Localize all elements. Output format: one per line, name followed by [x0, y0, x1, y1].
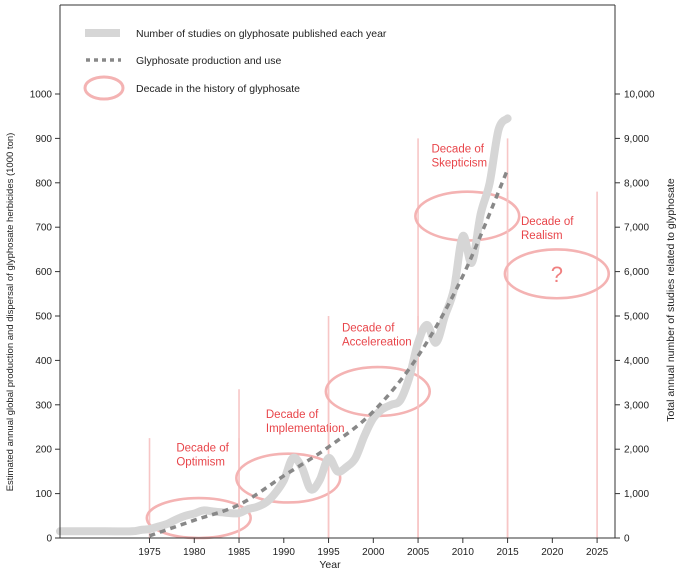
- x-tick-label: 1990: [273, 547, 296, 558]
- y-left-tick-label: 700: [35, 223, 52, 234]
- y-left-tick-label: 0: [46, 534, 52, 545]
- y-left-tick-label: 500: [35, 312, 52, 323]
- x-tick-label: 1985: [228, 547, 251, 558]
- studies-series-line: [56, 114, 512, 536]
- x-tick-label: 1980: [183, 547, 206, 558]
- y-right-tick-label: 9,000: [624, 134, 649, 145]
- y-right-tick-label: 2,000: [624, 445, 649, 456]
- decade-ellipse: [235, 452, 342, 504]
- y-right-tick-label: 5,000: [624, 312, 649, 323]
- x-tick-label: 2000: [362, 547, 385, 558]
- decade-label-line: Skepticism: [431, 158, 487, 170]
- decade-label: Decade of Optimism: [176, 442, 229, 468]
- decade-question-mark: ?: [551, 262, 563, 287]
- decade-label-line: Decade of: [266, 409, 319, 421]
- decade-label-line: Realism: [521, 230, 563, 242]
- legend: Number of studies on glyphosate publishe…: [83, 28, 387, 101]
- decade-label-line: Decade of: [431, 144, 484, 156]
- decade-label: Decade of Realism: [521, 216, 574, 242]
- x-tick-label: 2020: [541, 547, 564, 558]
- y-right-tick-label: 1,000: [624, 489, 649, 500]
- legend-label-decade: Decade in the history of glyphosate: [136, 83, 300, 95]
- y-left-tick-label: 600: [35, 267, 52, 278]
- decade-label: Decade of Implementation: [266, 409, 345, 435]
- y-right-tick-label: 6,000: [624, 267, 649, 278]
- y-left-tick-label: 100: [35, 489, 52, 500]
- y-right-tick-label: 10,000: [624, 90, 655, 101]
- y-left-tick-label: 400: [35, 356, 52, 367]
- y-left-axis-title: Estimated annual global production and d…: [5, 133, 16, 492]
- y-right-tick-label: 0: [624, 534, 630, 545]
- decade-ellipse: [503, 248, 611, 300]
- production-series-line: [148, 168, 510, 538]
- axes-layer: 1975 1980 1985 1990 1995 2000 2005 2010 2015 2020…: [5, 4, 677, 571]
- series-layer: [56, 114, 512, 538]
- x-tick-label: 2010: [452, 547, 475, 558]
- legend-swatch-decade: [83, 75, 125, 101]
- y-right-axis-title: Total annual number of studies related t…: [665, 178, 677, 422]
- y-left-tick-label: 900: [35, 134, 52, 145]
- legend-label-studies: Number of studies on glyphosate publishe…: [136, 28, 387, 40]
- decade-label-line: Accelereation: [342, 337, 412, 349]
- decade-ellipse: [414, 190, 521, 242]
- y-left-tick-label: 1000: [30, 90, 53, 101]
- y-left-tick-label: 800: [35, 178, 52, 189]
- decade-label-line: Optimism: [176, 456, 225, 468]
- x-tick-label: 2015: [496, 547, 519, 558]
- x-axis-ticks: 1975 1980 1985 1990 1995 2000 2005 2010 2015 2020…: [138, 538, 609, 558]
- y-right-tick-label: 4,000: [624, 356, 649, 367]
- x-tick-label: 2025: [586, 547, 609, 558]
- y-left-tick-label: 300: [35, 400, 52, 411]
- x-tick-label: 1975: [138, 547, 161, 558]
- x-tick-label: 2005: [407, 547, 430, 558]
- y-right-axis-ticks: 0 1,000 2,000 3,000 4,000 5,000 6,000 7,000 8,00…: [615, 90, 655, 545]
- y-right-tick-label: 3,000: [624, 400, 649, 411]
- legend-label-production: Glyphosate production and use: [136, 55, 282, 67]
- decade-label: Decade of Accelereation: [342, 323, 412, 349]
- y-left-axis-ticks: 0 100 200 300 400 500 600 700 800 900 1000: [30, 90, 60, 545]
- y-right-tick-label: 8,000: [624, 178, 649, 189]
- decade-label-line: Decade of: [521, 216, 574, 228]
- x-axis-title: Year: [319, 559, 341, 571]
- decade-label-line: Decade of: [176, 442, 229, 454]
- decade-label: Decade of Skepticism: [431, 144, 487, 170]
- decade-label-line: Decade of: [342, 323, 395, 335]
- decade-label-line: Implementation: [266, 423, 345, 435]
- y-left-tick-label: 200: [35, 445, 52, 456]
- decade-layer: Decade of Optimism Decade of Implementation…: [145, 138, 611, 540]
- y-right-tick-label: 7,000: [624, 223, 649, 234]
- x-tick-label: 1995: [317, 547, 340, 558]
